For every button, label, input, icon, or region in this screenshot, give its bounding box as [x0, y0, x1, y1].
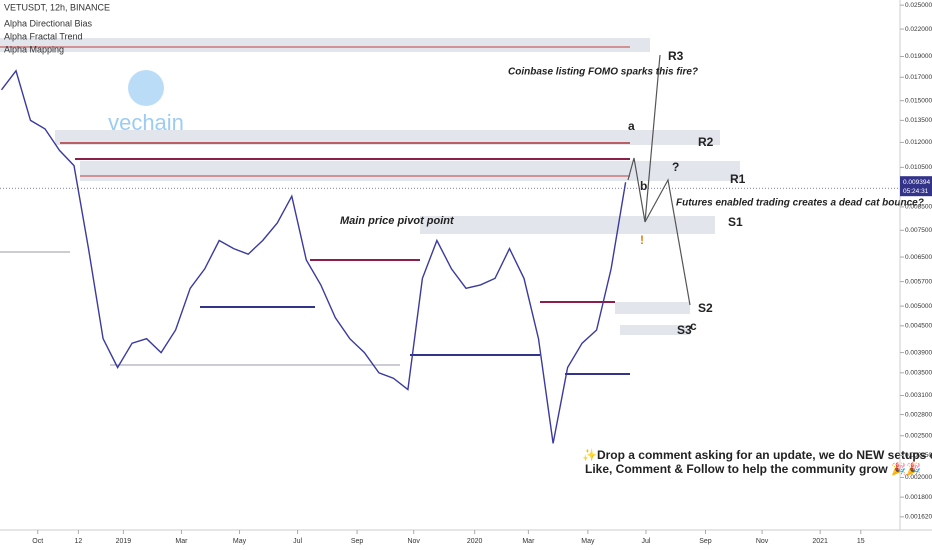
indicator: Alpha Directional Bias — [4, 18, 93, 28]
x-tick-label: 2021 — [812, 538, 828, 545]
x-tick-label: Nov — [756, 538, 769, 545]
y-tick-label: 0.025000 — [905, 2, 932, 9]
level-label: S1 — [728, 215, 743, 229]
x-tick-label: Sep — [351, 538, 364, 545]
question: ? — [672, 160, 679, 174]
y-tick-label: 0.019000 — [905, 53, 932, 60]
x-tick-label: 12 — [74, 538, 82, 545]
y-tick-label: 0.003500 — [905, 370, 932, 377]
y-tick-label: 0.022000 — [905, 26, 932, 33]
level-label: R2 — [698, 135, 714, 149]
level-label: R3 — [668, 49, 684, 63]
zone — [80, 161, 740, 181]
y-tick-label: 0.001800 — [905, 494, 932, 501]
warning: ! — [640, 233, 644, 247]
y-tick-label: 0.002250 — [905, 452, 932, 459]
y-tick-label: 0.005000 — [905, 303, 932, 310]
y-tick-label: 0.003100 — [905, 392, 932, 399]
y-tick-label: 0.010500 — [905, 164, 932, 171]
x-tick-label: Mar — [522, 538, 535, 545]
note: Main price pivot point — [340, 215, 455, 227]
projection — [627, 54, 661, 223]
indicator: Alpha Mapping — [4, 44, 64, 54]
y-tick-label: 0.004500 — [905, 323, 932, 330]
x-tick-label: Oct — [32, 538, 43, 545]
logo-text: vechain — [108, 110, 184, 135]
y-tick-label: 0.015000 — [905, 97, 932, 104]
y-tick-label: 0.003900 — [905, 349, 932, 356]
y-tick-label: 0.002800 — [905, 411, 932, 418]
x-tick-label: 2020 — [467, 538, 483, 545]
logo-icon — [128, 70, 164, 106]
last-price-box — [900, 176, 932, 197]
y-tick-label: 0.017000 — [905, 74, 932, 81]
x-tick-label: 2019 — [116, 538, 132, 545]
zone — [0, 38, 650, 52]
price-line — [0, 69, 627, 444]
y-tick-label: 0.007500 — [905, 227, 932, 234]
level-label: R1 — [730, 172, 746, 186]
call-to-action: ✨Drop a comment asking for an update, we… — [582, 448, 932, 462]
x-tick-label: Jul — [293, 538, 302, 545]
note: Coinbase listing FOMO sparks this fire? — [508, 67, 698, 78]
wave-label: b — [640, 179, 647, 193]
level-label: S2 — [698, 301, 713, 315]
zone — [615, 302, 690, 314]
indicator: Alpha Fractal Trend — [4, 31, 83, 41]
projection — [644, 178, 691, 306]
wave-label: a — [628, 119, 635, 133]
x-tick-label: Sep — [699, 538, 712, 545]
x-tick-label: Jul — [641, 538, 650, 545]
levels — [0, 46, 630, 375]
y-tick-label: 0.001620 — [905, 514, 932, 521]
zone — [420, 216, 715, 234]
x-tick-label: 15 — [857, 538, 865, 545]
note: Futures enabled trading creates a dead c… — [676, 198, 924, 209]
y-tick-label: 0.012000 — [905, 139, 932, 146]
last-price-label: 0.009394 — [903, 179, 930, 186]
y-tick-label: 0.006500 — [905, 254, 932, 261]
y-tick-label: 0.005700 — [905, 278, 932, 285]
zone — [55, 130, 720, 145]
zones — [0, 38, 740, 335]
y-tick-label: 0.013500 — [905, 117, 932, 124]
zone — [620, 325, 690, 335]
wave-label: c — [690, 319, 697, 333]
x-tick-label: May — [581, 538, 595, 545]
call-to-action: Like, Comment & Follow to help the commu… — [585, 462, 921, 476]
x-tick-label: Nov — [407, 538, 420, 545]
level-label: S3 — [677, 323, 692, 337]
y-tick-label: 0.008500 — [905, 204, 932, 211]
x-tick-label: May — [233, 538, 247, 545]
x-tick-label: Mar — [175, 538, 188, 545]
countdown: 05:24:31 — [903, 188, 929, 195]
y-tick-label: 0.002500 — [905, 432, 932, 439]
header: VETUSDT, 12h, BINANCE — [4, 2, 110, 12]
y-tick-label: 0.002000 — [905, 474, 932, 481]
